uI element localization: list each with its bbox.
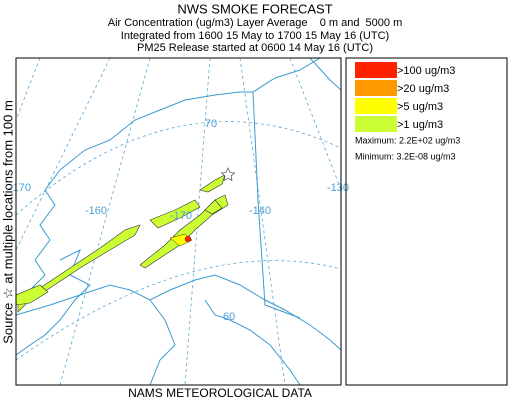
graticule-label: -130 (327, 182, 349, 194)
legend-label: >20 ug/m3 (397, 83, 449, 95)
graticule-label: -170 (9, 182, 31, 194)
coastline (149, 299, 301, 385)
graticule-label: -140 (249, 205, 271, 217)
smoke-plume (16, 284, 49, 306)
coastline (16, 169, 91, 356)
title: NWS SMOKE FORECAST (177, 1, 332, 16)
legend-frame (345, 57, 508, 386)
graticule-label: 60 (223, 311, 235, 323)
graticule-label: 70 (205, 118, 217, 130)
map-frame (15, 57, 342, 386)
subtitle: Air Concentration (ug/m3) Layer Average … (108, 17, 403, 29)
legend-swatch (355, 98, 397, 114)
graticule-label: -160 (85, 205, 107, 217)
legend: >100 ug/m3 >20 ug/m3 >5 ug/m3 >1 ug/m3 (355, 62, 455, 132)
map: 70 -170 -160 -170 -140 -130 60 (9, 57, 349, 386)
coastline (59, 58, 321, 171)
legend-swatch (355, 116, 397, 132)
smoke-hotspot (184, 235, 192, 243)
side-label: Source ☆ at multiple locations from 100 … (0, 100, 15, 344)
source-star (220, 167, 236, 182)
graticule (16, 121, 341, 216)
smoke-plume (204, 199, 223, 215)
legend-swatch (355, 62, 397, 78)
footer: NAMS METEOROLOGICAL DATA (128, 386, 312, 400)
border (252, 91, 301, 319)
graticule-label: -170 (170, 210, 192, 222)
legend-label: >100 ug/m3 (397, 65, 455, 77)
smoke-plume (139, 194, 229, 269)
maximum: Maximum: 2.2E+02 ug/m3 (355, 135, 460, 145)
smoke-plume (149, 199, 201, 229)
subtitle: PM25 Release started at 0600 14 May 16 (… (137, 42, 373, 54)
coastline (16, 274, 341, 351)
legend-label: >1 ug/m3 (397, 119, 443, 131)
smoke-plume (199, 174, 226, 193)
coastline (309, 58, 341, 91)
subtitle: Integrated from 1600 15 May to 1700 15 M… (121, 30, 389, 42)
legend-label: >5 ug/m3 (397, 101, 443, 113)
graticule (16, 260, 341, 361)
minimum: Minimum: 3.2E-08 ug/m3 (355, 151, 456, 161)
legend-swatch (355, 80, 397, 96)
